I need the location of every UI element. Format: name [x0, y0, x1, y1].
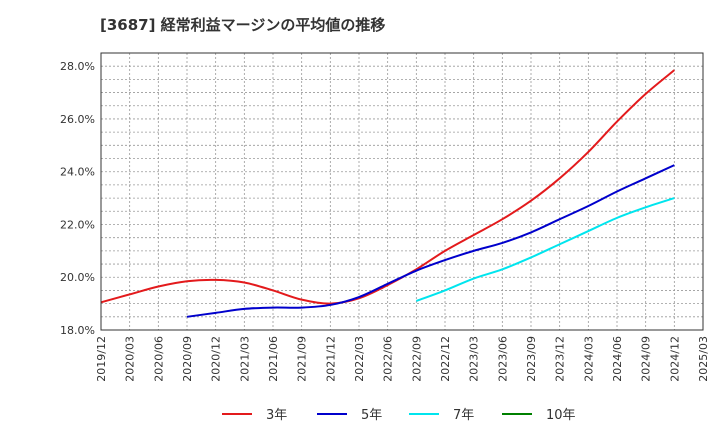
x-axis: 2019/12 2020/03 2020/06 2020/09 2020/12 2021/… [95, 336, 710, 382]
plot-background [101, 53, 703, 330]
x-tick-label: 2023/09 [525, 336, 538, 382]
y-tick-label: 28.0% [60, 60, 95, 73]
y-tick-label: 24.0% [60, 166, 95, 179]
x-tick-label: 2020/09 [181, 336, 194, 382]
x-tick-label: 2023/03 [468, 336, 481, 382]
x-tick-label: 2024/03 [582, 336, 595, 382]
series-line-2 [415, 197, 675, 302]
series-lines [100, 69, 675, 318]
x-tick-label: 2021/09 [296, 336, 309, 382]
legend-label: 7年 [453, 408, 474, 423]
x-tick-label: 2023/12 [554, 336, 567, 382]
legend-label: 3年 [266, 408, 287, 423]
x-tick-label: 2022/06 [382, 336, 395, 382]
x-tick-label: 2020/06 [152, 336, 165, 382]
plot-frame [100, 52, 704, 331]
x-tick-label: 2021/12 [324, 336, 337, 382]
x-tick-label: 2022/03 [353, 336, 366, 382]
y-tick-label: 26.0% [60, 113, 95, 126]
x-tick-label: 2021/06 [267, 336, 280, 382]
x-tick-label: 2021/03 [238, 336, 251, 382]
y-axis: 18.0% 20.0% 22.0% 24.0% 26.0% 28.0% [60, 60, 95, 337]
x-tick-label: 2019/12 [95, 336, 108, 382]
legend-label: 5年 [361, 408, 382, 423]
x-tick-label: 2020/03 [124, 336, 137, 382]
y-tick-label: 18.0% [60, 324, 95, 337]
x-tick-label: 2023/06 [496, 336, 509, 382]
x-tick-label: 2024/06 [611, 336, 624, 382]
y-tick-label: 20.0% [60, 271, 95, 284]
x-tick-label: 2020/12 [210, 336, 223, 382]
x-tick-label: 2025/03 [697, 336, 710, 382]
x-tick-label: 2024/09 [640, 336, 653, 382]
x-tick-label: 2024/12 [668, 336, 681, 382]
series-line-0 [100, 69, 675, 305]
chart-title: [3687] 経常利益マージンの平均値の推移 [100, 16, 386, 34]
y-tick-label: 22.0% [60, 218, 95, 231]
series-line-1 [186, 164, 675, 318]
legend-label: 10年 [546, 408, 576, 423]
legend: 3年 5年 7年 10年 [222, 408, 576, 423]
x-tick-label: 2022/12 [439, 336, 452, 382]
x-tick-label: 2022/09 [410, 336, 423, 382]
